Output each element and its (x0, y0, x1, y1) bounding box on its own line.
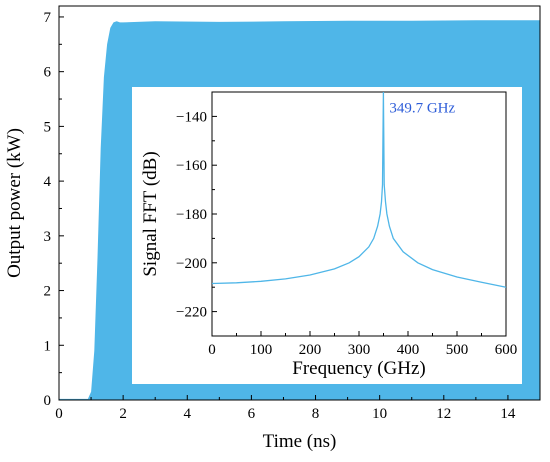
inset-x-axis-label: Frequency (GHz) (292, 358, 425, 379)
main-x-tick-label: 2 (119, 406, 127, 422)
inset-x-tick-label: 600 (495, 342, 518, 358)
inset-y-tick-label: −160 (176, 158, 207, 174)
main-y-ticks: 0 1 2 3 4 5 6 7 (44, 10, 64, 409)
inset-x-tick-label: 0 (208, 342, 216, 358)
main-x-tick-label: 0 (55, 406, 63, 422)
main-x-ticks: 0 2 4 6 8 10 12 14 (55, 395, 516, 422)
main-x-tick-label: 4 (184, 406, 192, 422)
main-y-tick-label: 1 (44, 338, 52, 354)
inset-y-tick-label: −220 (176, 305, 207, 321)
peak-frequency-annotation: 349.7 GHz (389, 100, 455, 116)
inset-background (132, 87, 522, 384)
inset-plot: 0 100 200 300 400 500 600 −220 −200 −180 −160 −140… (132, 87, 522, 384)
main-y-tick-label: 4 (44, 174, 52, 190)
main-y-tick-label: 3 (44, 229, 52, 245)
main-x-tick-label: 10 (372, 406, 387, 422)
main-y-tick-label: 7 (44, 10, 52, 26)
inset-x-tick-label: 100 (250, 342, 273, 358)
inset-fft-line (211, 91, 507, 288)
inset-x-ticks: 0 100 200 300 400 500 600 (208, 331, 517, 358)
inset-y-ticks: −220 −200 −180 −160 −140 (176, 91, 217, 337)
main-y-axis-label: Output power (kW) (4, 128, 25, 278)
main-y-tick-label: 2 (44, 284, 52, 300)
main-x-tick-label: 6 (248, 406, 256, 422)
main-y-tick-label: 6 (44, 65, 52, 81)
main-y-tick-label: 0 (44, 393, 52, 409)
inset-y-tick-label: −140 (176, 109, 207, 125)
main-x-axis-label: Time (ns) (263, 431, 337, 452)
main-x-tick-label: 12 (436, 406, 451, 422)
inset-x-tick-label: 200 (299, 342, 322, 358)
inset-x-tick-label: 400 (397, 342, 420, 358)
inset-y-axis-label: Signal FFT (dB) (140, 151, 161, 276)
inset-x-tick-label: 500 (446, 342, 469, 358)
inset-y-tick-label: −200 (176, 256, 207, 272)
main-plot-frame (58, 5, 541, 401)
main-x-tick-label: 14 (500, 406, 516, 422)
main-y-tick-label: 5 (44, 119, 52, 135)
inset-y-tick-label: −180 (176, 207, 207, 223)
inset-x-tick-label: 300 (348, 342, 371, 358)
main-x-tick-label: 8 (312, 406, 320, 422)
